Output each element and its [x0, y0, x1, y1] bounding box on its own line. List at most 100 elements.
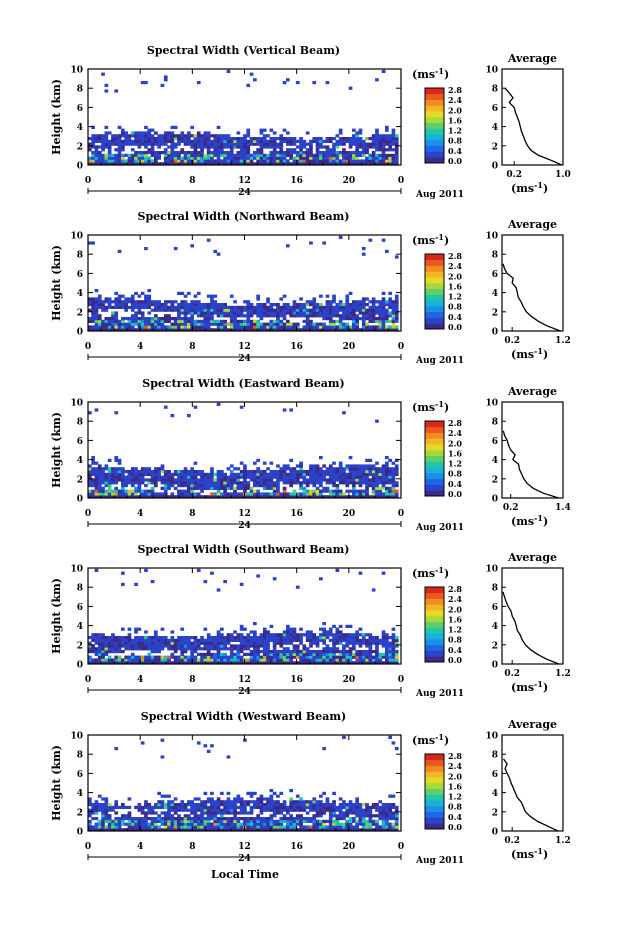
heatmap-cell — [299, 156, 303, 160]
heatmap-cell — [180, 475, 185, 479]
heatmap-cell — [91, 303, 95, 307]
heatmap-cell — [193, 644, 198, 648]
heatmap-cell — [322, 811, 326, 815]
heatmap-cell — [328, 647, 333, 651]
heatmap-cell — [213, 162, 218, 166]
heatmap-cell — [163, 644, 168, 648]
heatmap-cell — [147, 636, 152, 640]
heatmap-cell — [355, 151, 359, 155]
heatmap-cell — [256, 328, 260, 332]
heatmap-cell — [111, 142, 115, 146]
heatmap-cell — [352, 492, 356, 496]
heatmap-cell — [196, 638, 201, 642]
heatmap-cell — [385, 125, 389, 129]
heatmap-cell — [276, 658, 280, 662]
heatmap-cell — [253, 139, 257, 143]
heatmap-cell — [352, 495, 356, 499]
heatmap-cell — [378, 311, 383, 315]
heatmap-cell — [348, 156, 353, 160]
heatmap-cell — [289, 484, 293, 488]
heatmap-cell — [279, 791, 284, 795]
heatmap-cell — [322, 633, 326, 637]
heatmap-cell — [94, 800, 99, 804]
heatmap-cell — [104, 489, 109, 493]
colorbar-tick-label: 0.8 — [448, 136, 462, 146]
heatmap-cell — [253, 495, 257, 499]
heatmap-cell — [246, 148, 251, 152]
heatmap-cell — [312, 153, 317, 157]
heatmap-cell — [352, 314, 356, 318]
heatmap-cell — [88, 822, 92, 826]
heatmap-cell — [177, 647, 181, 651]
profile-y-tick-label: 0 — [492, 162, 498, 172]
x-tick-label: 4 — [137, 342, 143, 352]
heatmap-cell — [111, 300, 115, 304]
heatmap-cell — [348, 325, 353, 329]
heatmap-cell — [305, 805, 310, 809]
heatmap-cell — [160, 464, 165, 468]
heatmap-cell — [246, 492, 251, 496]
heatmap-cell — [173, 805, 178, 809]
heatmap-cell — [177, 808, 181, 812]
heatmap-cell — [180, 808, 185, 812]
heatmap-cell — [276, 470, 280, 474]
heatmap-cell — [193, 647, 198, 651]
heatmap-cell — [94, 145, 99, 149]
heatmap-cell — [246, 319, 251, 323]
heatmap-cell — [226, 162, 231, 166]
heatmap-cell — [361, 481, 366, 485]
heatmap-cell — [104, 797, 109, 801]
heatmap-cell — [88, 814, 92, 818]
heatmap-cell — [378, 478, 383, 482]
heatmap-cell — [157, 650, 161, 654]
heatmap-cell — [328, 489, 333, 493]
heatmap-cell — [101, 641, 105, 645]
heatmap-cell — [295, 819, 300, 823]
heatmap-cell — [180, 828, 185, 832]
heatmap-cell — [358, 652, 363, 656]
heatmap-cell — [355, 797, 359, 801]
heatmap-cell — [229, 805, 234, 809]
colorbar-swatch — [425, 598, 444, 605]
heatmap-cell — [309, 828, 313, 832]
heatmap-cell — [134, 159, 138, 163]
heatmap-cell — [130, 131, 135, 135]
heatmap-cell — [170, 139, 175, 143]
colorbar-swatch — [425, 467, 444, 474]
heatmap-cell — [203, 644, 208, 648]
heatmap-cell — [124, 328, 128, 332]
heatmap-cell — [305, 492, 310, 496]
heatmap-cell — [282, 655, 287, 659]
heatmap-cell — [381, 319, 386, 323]
heatmap-cell — [121, 814, 125, 818]
heatmap-cell — [286, 819, 290, 823]
heatmap-cell — [309, 241, 313, 245]
heatmap-cell — [279, 142, 284, 146]
heatmap-cell — [371, 305, 376, 309]
heatmap-cell — [177, 822, 181, 826]
heatmap-cell — [338, 328, 343, 332]
heatmap-cell — [170, 641, 175, 645]
heatmap-cell — [292, 822, 297, 826]
heatmap-cell — [134, 156, 138, 160]
colorbar-swatch — [425, 656, 444, 663]
heatmap-cell — [391, 650, 396, 654]
heatmap-cell — [276, 495, 280, 499]
heatmap-cell — [236, 137, 241, 141]
heatmap-cell — [375, 319, 379, 323]
heatmap-cell — [375, 495, 379, 499]
colorbar-tick-label: 0.8 — [448, 302, 462, 312]
heatmap-cell — [246, 151, 251, 155]
heatmap-cell — [315, 156, 320, 160]
heatmap-cell — [315, 305, 320, 309]
heatmap-cell — [160, 142, 165, 146]
heatmap-cell — [97, 325, 102, 329]
heatmap-cell — [292, 819, 297, 823]
heatmap-cell — [213, 311, 218, 315]
heatmap-cell — [177, 638, 181, 642]
heatmap-cell — [210, 492, 214, 496]
heatmap-cell — [130, 297, 135, 301]
heatmap-cell — [216, 148, 221, 152]
heatmap-cell — [223, 319, 227, 323]
heatmap-cell — [266, 825, 270, 829]
